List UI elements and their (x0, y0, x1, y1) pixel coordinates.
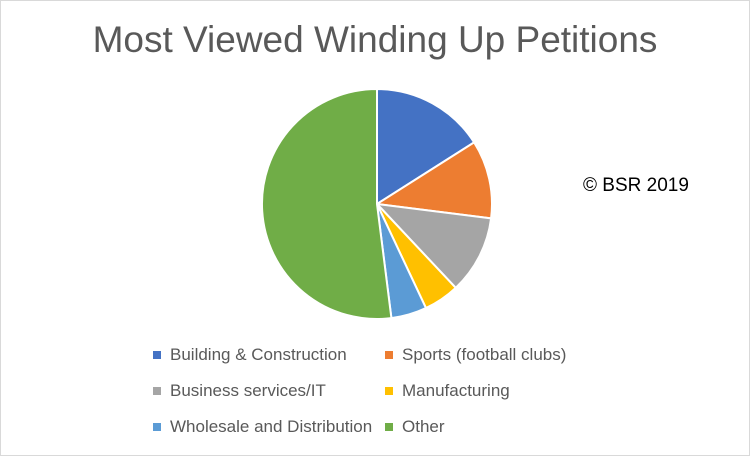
legend-label-1: Sports (football clubs) (402, 345, 567, 364)
chart-title: Most Viewed Winding Up Petitions (92, 19, 658, 60)
legend-item-5: Other (385, 417, 445, 437)
legend-item-2: Business services/IT (153, 381, 326, 401)
copyright-annotation: © BSR 2019 (583, 175, 689, 196)
legend-swatch-0 (153, 351, 161, 359)
legend-item-1: Sports (football clubs) (385, 345, 566, 365)
legend-label-2: Business services/IT (170, 381, 326, 400)
pie-slice-5 (261, 87, 393, 320)
legend-swatch-2 (153, 387, 161, 395)
legend-label-5: Other (402, 417, 445, 436)
legend-label-0: Building & Construction (170, 345, 347, 364)
pie-slice-2 (374, 202, 493, 290)
legend-item-3: Manufacturing (385, 381, 510, 401)
legend-item-0: Building & Construction (153, 345, 347, 365)
pie-slice-0 (376, 87, 476, 206)
legend-swatch-4 (153, 423, 161, 431)
legend-swatch-1 (385, 351, 393, 359)
legend-swatch-3 (385, 387, 393, 395)
legend-label-4: Wholesale and Distribution (170, 417, 373, 436)
pie-slice-1 (374, 140, 493, 220)
legend-label-3: Manufacturing (402, 381, 510, 400)
legend-item-4: Wholesale and Distribution (153, 417, 372, 437)
legend-swatch-5 (385, 423, 393, 431)
